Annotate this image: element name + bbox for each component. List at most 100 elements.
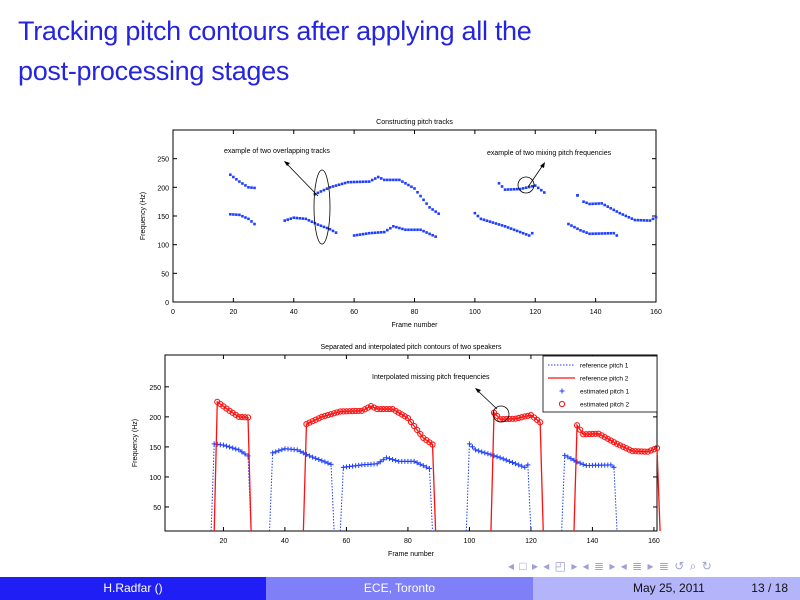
x-axis-label: Frame number [392,322,439,329]
track-point [232,213,235,216]
marker-circle [361,406,368,413]
reference-pitch-1-line [269,448,335,532]
track-point [594,232,597,235]
marker-plus [479,449,485,455]
marker-circle [641,448,648,455]
track-point [416,190,419,194]
track-point [425,202,428,205]
marker-circle [395,409,402,416]
beamer-navigation-symbols[interactable]: ◂ □ ▸ ◂ ◰ ▸ ◂ ≣ ▸ ◂ ≣ ▸ ≣ ↺ ⌕ ↻ [508,559,713,573]
track-point [386,178,389,182]
track-point [352,234,356,237]
marker-circle [592,430,599,437]
marker-plus [297,448,303,454]
track-point [588,202,591,206]
track-point [328,186,332,189]
track-point [509,227,513,230]
track-point [340,182,344,186]
track-point [573,225,576,229]
marker-circle [374,405,381,413]
marker-circle [392,407,399,414]
legend-entry: estimated pitch 2 [580,402,630,409]
marker-plus [316,457,322,463]
marker-plus [525,462,531,468]
marker-circle [241,414,249,421]
track-point [567,222,570,226]
marker-plus [377,459,383,465]
marker-circle [653,445,661,452]
marker-plus [568,456,574,462]
track-point [627,215,631,219]
marker-circle [638,448,645,455]
arrow-head [540,162,545,168]
marker-circle [309,418,316,425]
track-point [416,228,419,232]
reference-pitch-2-line [573,423,661,532]
marker-circle [635,448,642,455]
y-axis-label: Frequency (Hz) [132,419,139,467]
track-point [349,180,353,184]
track-point [289,217,293,220]
mixing-circle [517,176,535,194]
marker-plus [220,442,226,448]
marker-plus [577,460,583,466]
track-point [337,183,341,187]
marker-circle [644,448,651,455]
track-point [253,222,256,226]
track-point [615,234,619,237]
marker-plus [513,461,519,467]
x-tick-label: 120 [525,538,537,545]
x-tick-label: 80 [411,309,419,316]
marker-circle [623,445,630,452]
marker-plus [559,388,565,394]
track-point [247,186,250,189]
chart-title: Separated and interpolated pitch contour… [321,344,502,351]
marker-plus [390,457,396,463]
track-point [524,186,528,189]
marker-plus [224,443,229,449]
marker-circle [389,405,396,413]
marker-plus [466,441,472,447]
annotation-arrow [527,164,544,188]
marker-circle [524,412,531,419]
marker-plus [420,463,426,469]
track-point [358,180,362,184]
track-point [582,230,585,233]
marker-plus [270,450,276,456]
track-point [383,178,386,182]
y-axis-label: Frequency (Hz) [140,192,147,240]
plot-axes-box [164,354,658,532]
track-point [334,184,338,187]
y-tick-label: 250 [157,157,169,164]
track-point [364,232,368,235]
marker-circle [398,411,405,418]
marker-circle [494,412,501,420]
marker-plus [313,455,319,461]
marker-plus [374,461,380,467]
marker-circle [632,448,639,455]
track-point [392,225,395,228]
track-point [600,202,603,205]
track-point [358,233,362,236]
track-point [431,208,434,211]
track-point [582,200,585,203]
marker-circle [650,446,658,453]
track-point [238,180,241,183]
marker-plus [470,444,475,450]
track-point [395,225,398,229]
marker-circle [355,407,362,415]
marker-circle [238,413,245,421]
marker-plus [303,451,309,457]
track-point [533,184,537,187]
marker-circle [589,430,596,438]
track-point [621,213,625,216]
track-point [497,223,501,226]
track-point [591,202,594,206]
track-point [241,182,244,185]
marker-circle [244,414,252,421]
track-point [437,212,440,216]
marker-circle [324,411,332,419]
marker-plus [426,466,432,472]
track-point [361,232,365,236]
marker-circle [401,413,408,420]
